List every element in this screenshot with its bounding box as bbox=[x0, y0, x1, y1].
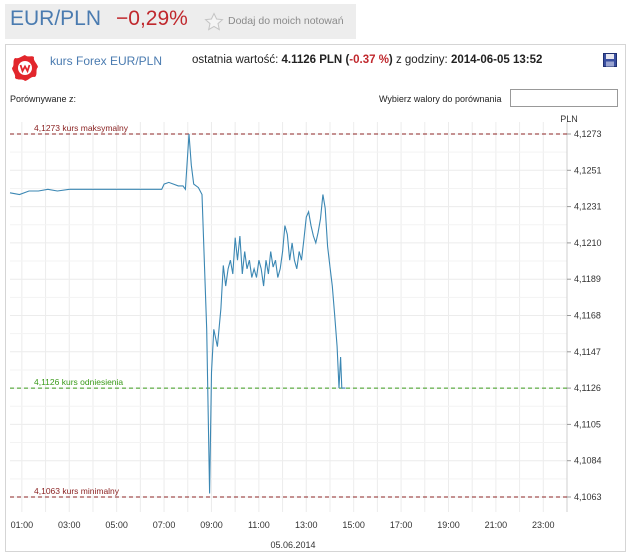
y-tick-label: 4,1273 bbox=[574, 129, 602, 139]
currency-pair: EUR/PLN bbox=[10, 7, 102, 30]
reference-lines: 4,1273 kurs maksymalny 4,1126 kurs odnies… bbox=[10, 123, 567, 498]
x-tick-label: 03:00 bbox=[58, 520, 81, 530]
reference-line-label: 4,1063 kurs minimalny bbox=[34, 486, 120, 496]
x-tick-label: 21:00 bbox=[485, 520, 508, 530]
change-pct: -0.37 % bbox=[349, 54, 389, 66]
x-tick-label: 07:00 bbox=[153, 520, 176, 530]
add-to-watchlist-link[interactable]: Dodaj do moich notowań bbox=[228, 15, 344, 27]
price-chart: 4,1273 kurs maksymalny 4,1126 kurs odnies… bbox=[9, 114, 602, 550]
instrument-title: kurs Forex EUR/PLN bbox=[50, 54, 163, 68]
x-tick-label: 01:00 bbox=[11, 520, 34, 530]
x-tick-label: 19:00 bbox=[437, 520, 460, 530]
last-value: 4.1126 PLN bbox=[281, 54, 343, 66]
x-tick-label: 23:00 bbox=[532, 520, 555, 530]
y-tick-label: 4,1105 bbox=[574, 419, 601, 429]
price-series bbox=[9, 133, 346, 494]
chart-grid bbox=[10, 122, 568, 512]
compare-input[interactable] bbox=[510, 89, 618, 107]
time-label: z godziny: bbox=[395, 54, 448, 66]
chart-panel bbox=[5, 44, 626, 552]
y-tick-label: 4,1189 bbox=[574, 274, 601, 284]
y-tick-label: 4,1126 bbox=[574, 383, 601, 393]
price-line bbox=[9, 133, 346, 494]
x-tick-label: 05:00 bbox=[105, 520, 128, 530]
save-icon[interactable] bbox=[603, 53, 617, 67]
choose-compare-label: Wybierz walory do porównania bbox=[379, 94, 502, 104]
x-axis-ticks: 01:00 03:00 05:00 07:00 09:00 11:00 13:00 15:00… bbox=[11, 520, 555, 530]
compared-with-label: Porównywane z: bbox=[10, 94, 77, 104]
last-value-label: ostatnia wartość: bbox=[192, 54, 279, 66]
x-axis-date-label: 05.06.2014 bbox=[270, 540, 315, 550]
x-tick-label: 13:00 bbox=[295, 520, 318, 530]
star-icon[interactable] bbox=[204, 12, 224, 32]
x-tick-label: 11:00 bbox=[248, 520, 270, 530]
x-tick-label: 09:00 bbox=[200, 520, 223, 530]
x-tick-label: 17:00 bbox=[390, 520, 413, 530]
change-paren-open: ( bbox=[345, 54, 350, 66]
logo-icon bbox=[12, 55, 38, 81]
last-value-info: ostatnia wartość: 4.1126 PLN (-0.37 %) z… bbox=[192, 54, 542, 66]
y-axis-label: PLN bbox=[560, 114, 578, 124]
y-tick-label: 4,1084 bbox=[574, 456, 602, 466]
timestamp: 2014-06-05 13:52 bbox=[450, 54, 543, 66]
y-axis-ticks: 4,1273 4,1251 4,1231 4,1210 4,1189 4,1168 4,11… bbox=[567, 129, 602, 502]
y-tick-label: 4,1210 bbox=[574, 238, 602, 248]
reference-line-label: 4,1126 kurs odniesienia bbox=[34, 377, 123, 387]
y-tick-label: 4,1063 bbox=[574, 492, 602, 502]
y-tick-label: 4,1168 bbox=[574, 311, 601, 321]
reference-line-label: 4,1273 kurs maksymalny bbox=[34, 123, 129, 133]
y-tick-label: 4,1231 bbox=[574, 202, 602, 212]
change-paren-close: ) bbox=[388, 54, 393, 66]
quote-header bbox=[5, 4, 356, 39]
y-tick-label: 4,1251 bbox=[574, 165, 602, 175]
y-tick-label: 4,1147 bbox=[574, 347, 601, 357]
x-tick-label: 15:00 bbox=[342, 520, 365, 530]
change-percent: −0,29% bbox=[116, 7, 188, 30]
